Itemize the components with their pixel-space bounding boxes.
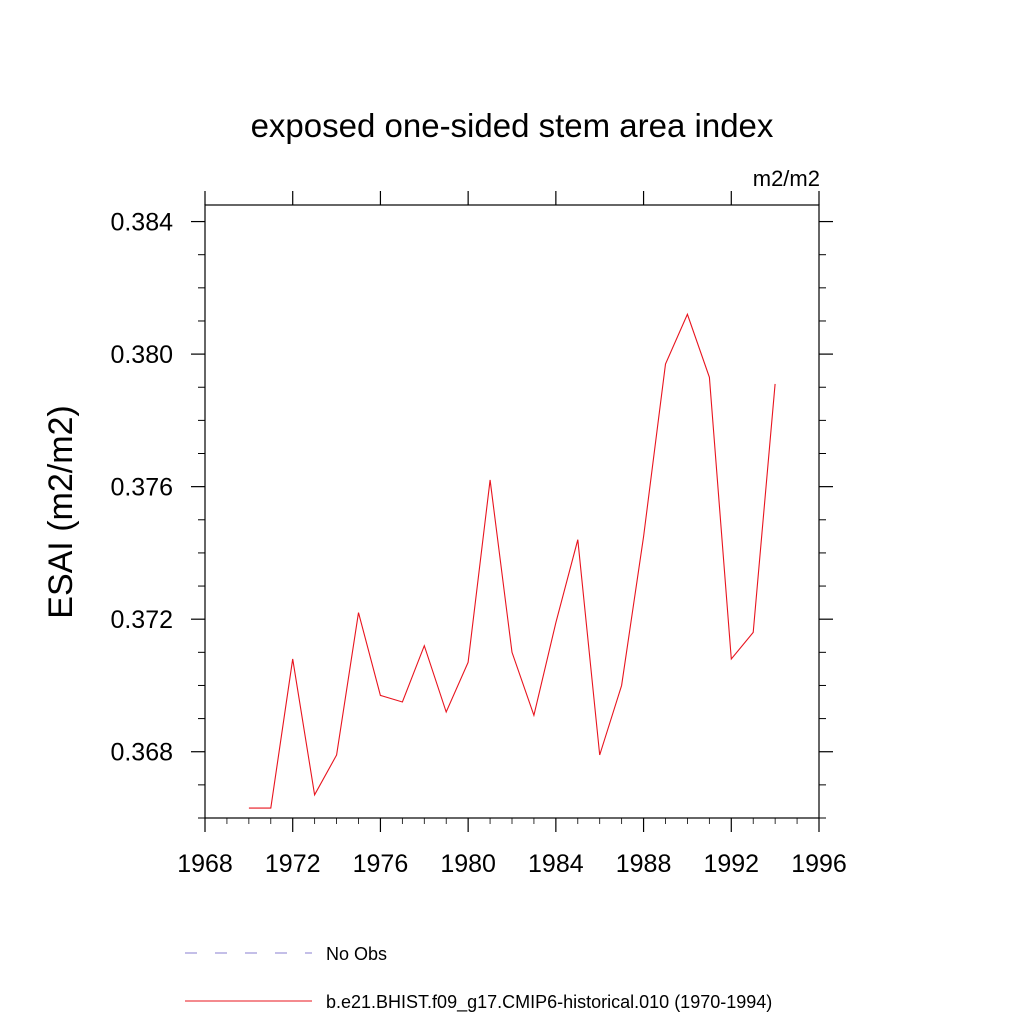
x-tick-label: 1988 [616, 850, 672, 878]
plot-frame [204, 204, 820, 819]
legend-label-model: b.e21.BHIST.f09_g17.CMIP6-historical.010… [326, 992, 772, 1013]
legend: No Obs b.e21.BHIST.f09_g17.CMIP6-histori… [185, 944, 772, 1013]
axis-ticks: 1968 1972 1976 1980 1984 1988 1992 1996 0.368 0.3… [110, 191, 847, 878]
x-tick-label: 1972 [265, 850, 321, 878]
chart-title: exposed one-sided stem area index [251, 107, 774, 144]
x-tick-label: 1968 [177, 850, 233, 878]
series-layer [248, 312, 776, 809]
y-tick-label: 0.372 [110, 606, 173, 634]
y-tick-label: 0.368 [110, 739, 173, 767]
y-tick-label: 0.376 [110, 474, 173, 502]
y-axis-label: ESAI (m2/m2) [42, 405, 80, 618]
y-tick-label: 0.384 [110, 209, 173, 237]
units-label: m2/m2 [753, 166, 820, 191]
legend-label-no-obs: No Obs [326, 944, 387, 964]
x-tick-label: 1976 [353, 850, 409, 878]
series-line-1 [248, 312, 776, 809]
x-tick-label: 1996 [791, 850, 847, 878]
y-tick-label: 0.380 [110, 341, 173, 369]
x-tick-label: 1980 [440, 850, 496, 878]
x-tick-label: 1984 [528, 850, 584, 878]
x-tick-label: 1992 [703, 850, 759, 878]
